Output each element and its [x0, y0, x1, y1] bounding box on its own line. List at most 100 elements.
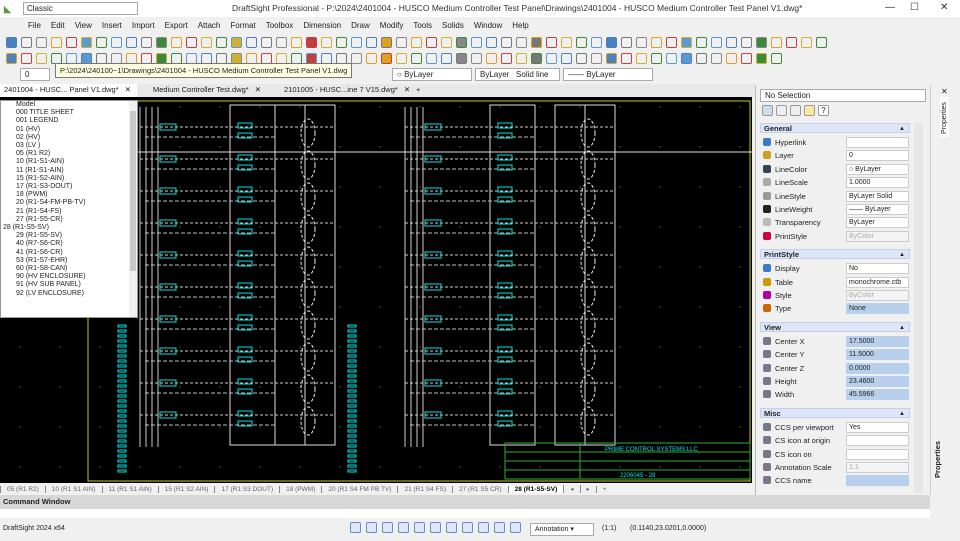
sheet-list-item[interactable]: 03 (LV )	[16, 142, 41, 150]
toolbar-tool-icon[interactable]	[321, 52, 332, 64]
toolbar-tool-icon[interactable]	[96, 52, 107, 64]
collapse-icon[interactable]: ▲	[899, 126, 905, 132]
polar-toggle-icon[interactable]	[398, 522, 409, 533]
annotation-select[interactable]: Annotation ▾	[530, 523, 594, 536]
toolbar-tool-icon[interactable]	[546, 36, 557, 48]
color-select[interactable]: ○ ByLayer	[392, 68, 472, 81]
toolbar-tool-icon[interactable]	[606, 52, 617, 64]
property-value[interactable]: None	[846, 303, 909, 315]
layer-select[interactable]: 0	[20, 68, 50, 81]
close-icon[interactable]: ✕	[403, 85, 411, 94]
toolbar-tool-icon[interactable]	[381, 52, 392, 64]
property-value[interactable]: ByColor	[846, 230, 909, 242]
quick-select-icon[interactable]	[762, 105, 773, 116]
toolbar-tool-icon[interactable]	[171, 36, 182, 48]
sheet-dropdown-list[interactable]: Model 000 TITLE SHEET 001 LEGEND 01 (HV) 02 …	[0, 100, 138, 318]
properties-side-tab-bottom[interactable]: Properties	[933, 440, 942, 478]
toolbar-tool-icon[interactable]	[111, 36, 122, 48]
toolbar-tool-icon[interactable]	[516, 52, 527, 64]
property-value[interactable]: ByLayer Solid	[846, 190, 909, 202]
esnap-toggle-icon[interactable]	[414, 522, 425, 533]
toolbar-tool-icon[interactable]	[726, 52, 737, 64]
sheet-list-item[interactable]: 27 (R1-S5-CR)	[16, 215, 63, 223]
sheet-list-item[interactable]: 90 (HV ENCLOSURE)	[16, 273, 86, 281]
toolbar-tool-icon[interactable]	[21, 36, 32, 48]
property-value[interactable]: 1.0000	[846, 177, 909, 189]
sheet-list-item[interactable]: 60 (R1-S8-CAN)	[16, 265, 68, 273]
toolbar-tool-icon[interactable]	[756, 36, 767, 48]
collapse-icon[interactable]: ▲	[899, 252, 905, 259]
menu-edit[interactable]: Edit	[50, 20, 65, 30]
toolbar-tool-icon[interactable]	[201, 36, 212, 48]
property-value[interactable]: No	[846, 263, 909, 275]
section-misc[interactable]: Misc ▲	[760, 407, 910, 418]
property-value[interactable]: ByLayer	[846, 217, 909, 229]
property-value[interactable]: monochrome.ctb	[846, 276, 909, 288]
toolbar-tool-icon[interactable]	[666, 52, 677, 64]
toolbar-tool-icon[interactable]	[501, 36, 512, 48]
menu-format[interactable]: Format	[230, 20, 256, 30]
layout-tab[interactable]: 05 (R1 R2)	[0, 485, 45, 493]
property-value[interactable]	[846, 435, 909, 447]
ortho-toggle-icon[interactable]	[382, 522, 393, 533]
menu-tools[interactable]: Tools	[413, 20, 433, 30]
sheet-list-item[interactable]: 18 (PWM)	[16, 191, 48, 199]
menu-attach[interactable]: Attach	[197, 20, 221, 30]
sheet-list-item[interactable]: 05 (R1 R2)	[16, 150, 51, 158]
menu-dimension[interactable]: Dimension	[303, 20, 342, 30]
toolbar-tool-icon[interactable]	[411, 36, 422, 48]
toolbar-tool-icon[interactable]	[426, 36, 437, 48]
toolbar-tool-icon[interactable]	[696, 52, 707, 64]
toolbar-tool-icon[interactable]	[111, 52, 122, 64]
scroll-tabs-button[interactable]: ▸	[579, 485, 596, 493]
toolbar-tool-icon[interactable]	[381, 36, 392, 48]
sheet-list-item[interactable]: 91 (HV SUB PANEL)	[16, 281, 81, 289]
toolbar-tool-icon[interactable]	[711, 36, 722, 48]
add-layout-button[interactable]: +	[595, 485, 613, 493]
toolbar-tool-icon[interactable]	[351, 36, 362, 48]
layout-tab[interactable]: 18 (PWM)	[279, 485, 321, 493]
layout-tab[interactable]: 21 (R1 S4 FS)	[397, 485, 452, 493]
close-icon[interactable]: ✕	[254, 85, 262, 94]
scroll-tabs-button[interactable]: ◂	[563, 485, 579, 493]
dynamic-toggle-icon[interactable]	[478, 522, 489, 533]
toolbar-tool-icon[interactable]	[681, 36, 692, 48]
toolbar-tool-icon[interactable]	[246, 52, 257, 64]
property-value[interactable]	[846, 137, 909, 148]
toolbar-tool-icon[interactable]	[6, 36, 17, 48]
toolbar-tool-icon[interactable]	[411, 52, 422, 64]
scroll-thumb[interactable]	[130, 111, 136, 271]
toolbar-tool-icon[interactable]	[261, 52, 272, 64]
toolbar-tool-icon[interactable]	[621, 52, 632, 64]
workspace-select[interactable]: Classic	[23, 2, 138, 15]
menu-toolbox[interactable]: Toolbox	[265, 20, 294, 30]
sheet-list-item[interactable]: 41 (R1-S6-CR)	[16, 248, 63, 256]
sheet-list-item[interactable]: 40 (R7-S6-CR)	[16, 240, 63, 248]
help-icon[interactable]: ?	[818, 105, 829, 116]
toolbar-tool-icon[interactable]	[636, 52, 647, 64]
toolbar-tool-icon[interactable]	[126, 52, 137, 64]
toolbar-tool-icon[interactable]	[591, 36, 602, 48]
toolbar-tool-icon[interactable]	[261, 36, 272, 48]
toolbar-tool-icon[interactable]	[771, 52, 782, 64]
toolbar-tool-icon[interactable]	[696, 36, 707, 48]
toolbar-tool-icon[interactable]	[441, 36, 452, 48]
menu-help[interactable]: Help	[512, 20, 529, 30]
toolbar-tool-icon[interactable]	[741, 52, 752, 64]
collapse-icon[interactable]: ▲	[899, 324, 905, 331]
property-value[interactable]	[846, 475, 909, 487]
menu-import[interactable]: Import	[131, 20, 155, 30]
toolbar-tool-icon[interactable]	[426, 52, 437, 64]
toolbar-tool-icon[interactable]	[651, 36, 662, 48]
layout-tab[interactable]: 10 (R1 S1 AIN)	[44, 485, 102, 493]
toolbar-tool-icon[interactable]	[216, 52, 227, 64]
sheet-list-item[interactable]: 02 (HV)	[16, 133, 41, 141]
toolbar-tool-icon[interactable]	[531, 52, 542, 64]
toolbar-tool-icon[interactable]	[276, 36, 287, 48]
toolbar-tool-icon[interactable]	[636, 36, 647, 48]
sheet-list-item[interactable]: 17 (R1-S3-DOUT)	[16, 183, 73, 191]
toolbar-tool-icon[interactable]	[66, 36, 77, 48]
plus-toggle-icon[interactable]	[510, 522, 521, 533]
sheet-list-item[interactable]: 20 (R1-S4-FM-PB-TV)	[16, 199, 86, 207]
toolbar-tool-icon[interactable]	[561, 36, 572, 48]
